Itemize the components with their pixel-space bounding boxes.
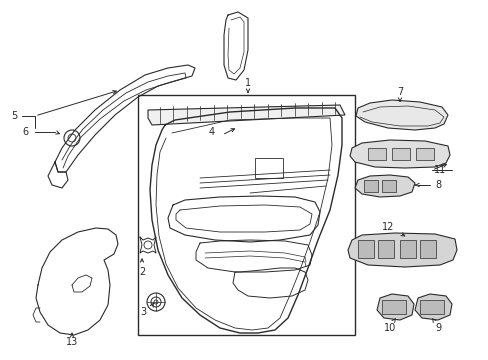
Polygon shape: [376, 294, 413, 320]
Bar: [381, 180, 395, 192]
Text: 11: 11: [433, 165, 445, 175]
Text: 1: 1: [244, 78, 250, 88]
Bar: [419, 300, 443, 314]
Bar: [391, 148, 409, 160]
Text: 12: 12: [381, 222, 393, 232]
Text: 2: 2: [139, 267, 145, 277]
Polygon shape: [349, 140, 449, 168]
Text: 10: 10: [383, 323, 395, 333]
Bar: [357, 240, 373, 258]
Text: 5: 5: [11, 111, 17, 121]
Text: 6: 6: [22, 127, 28, 137]
Polygon shape: [414, 294, 451, 320]
Bar: [381, 300, 405, 314]
Bar: [415, 148, 433, 160]
Polygon shape: [347, 233, 456, 267]
Bar: [254, 158, 283, 178]
Text: 13: 13: [66, 337, 78, 347]
Text: 3: 3: [140, 307, 146, 317]
Text: 7: 7: [396, 87, 402, 97]
Text: 4: 4: [208, 127, 215, 137]
Text: 8: 8: [434, 180, 440, 190]
Polygon shape: [354, 175, 414, 197]
Bar: [399, 240, 415, 258]
Bar: [367, 148, 385, 160]
Text: 9: 9: [434, 323, 440, 333]
Bar: [138, 95, 354, 335]
Polygon shape: [355, 100, 447, 130]
Bar: [363, 180, 377, 192]
Polygon shape: [148, 105, 345, 125]
Bar: [419, 240, 435, 258]
Bar: [377, 240, 393, 258]
